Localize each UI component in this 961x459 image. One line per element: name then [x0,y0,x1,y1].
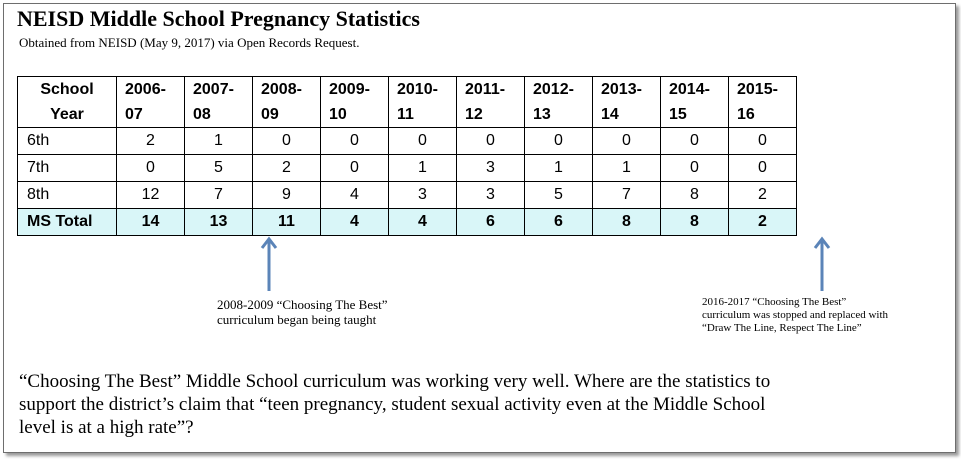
table-cell: 7 [184,181,253,209]
table-cell: 0 [456,127,525,155]
header-year: 2009- 10 [320,76,389,128]
header-year: 2010- 11 [388,76,457,128]
total-cell: 4 [320,208,389,236]
table-cell: 0 [660,154,729,182]
table-cell: 4 [320,181,389,209]
total-cell: 14 [116,208,185,236]
total-cell: 6 [456,208,525,236]
table-cell: 0 [388,127,457,155]
total-row: MS Total 14 13 11 4 4 6 6 8 8 2 [17,208,797,236]
row-label: 7th [17,154,117,182]
total-cell: 2 [728,208,797,236]
header-year: 2014- 15 [660,76,729,128]
table-cell: 7 [592,181,661,209]
table-row: 6th 2 1 0 0 0 0 0 0 0 0 [17,127,797,155]
table-cell: 9 [252,181,321,209]
table-cell: 0 [728,127,797,155]
table-cell: 0 [592,127,661,155]
table-cell: 1 [592,154,661,182]
header-year: 2011- 12 [456,76,525,128]
annotation-2008-2009: 2008-2009 “Choosing The Best” curriculum… [217,297,388,327]
row-label: 6th [17,127,117,155]
table-cell: 8 [660,181,729,209]
table-cell: 5 [184,154,253,182]
up-arrow-icon [813,236,831,291]
table-cell: 0 [252,127,321,155]
table-cell: 0 [660,127,729,155]
total-cell: 8 [592,208,661,236]
page-title: NEISD Middle School Pregnancy Statistics [17,6,420,31]
table-cell: 0 [116,154,185,182]
table-cell: 2 [116,127,185,155]
row-label: 8th [17,181,117,209]
header-year: 2015- 16 [728,76,797,128]
table-cell: 2 [728,181,797,209]
table-cell: 3 [456,154,525,182]
total-cell: 8 [660,208,729,236]
table-cell: 1 [388,154,457,182]
header-school-year: School Year [17,76,117,128]
header-year: 2012- 13 [524,76,593,128]
table-row: 7th 0 5 2 0 1 3 1 1 0 0 [17,154,797,182]
total-cell: 6 [524,208,593,236]
table-cell: 12 [116,181,185,209]
header-year: 2013- 14 [592,76,661,128]
table-cell: 1 [184,127,253,155]
header-year: 2007- 08 [184,76,253,128]
header-year: 2008- 09 [252,76,321,128]
total-cell: 4 [388,208,457,236]
table-cell: 0 [320,127,389,155]
table-cell: 0 [320,154,389,182]
table-cell: 3 [456,181,525,209]
table-cell: 5 [524,181,593,209]
table-cell: 3 [388,181,457,209]
statistics-table: School Year 2006- 07 2007- 08 2008- 09 2009-… [17,76,797,236]
total-cell: 11 [252,208,321,236]
table-cell: 0 [728,154,797,182]
table-row: 8th 12 7 9 4 3 3 5 7 8 2 [17,181,797,209]
commentary-text: “Choosing The Best” Middle School curric… [19,371,771,438]
annotation-2016-2017: 2016-2017 “Choosing The Best” curriculum… [702,296,889,334]
page-subtitle: Obtained from NEISD (May 9, 2017) via Op… [19,35,360,50]
table-cell: 2 [252,154,321,182]
total-label: MS Total [17,208,117,236]
table-cell: 0 [524,127,593,155]
header-row: School Year 2006- 07 2007- 08 2008- 09 2009-… [17,76,797,128]
table-cell: 1 [524,154,593,182]
total-cell: 13 [184,208,253,236]
up-arrow-icon [260,236,278,291]
header-year: 2006- 07 [116,76,185,128]
